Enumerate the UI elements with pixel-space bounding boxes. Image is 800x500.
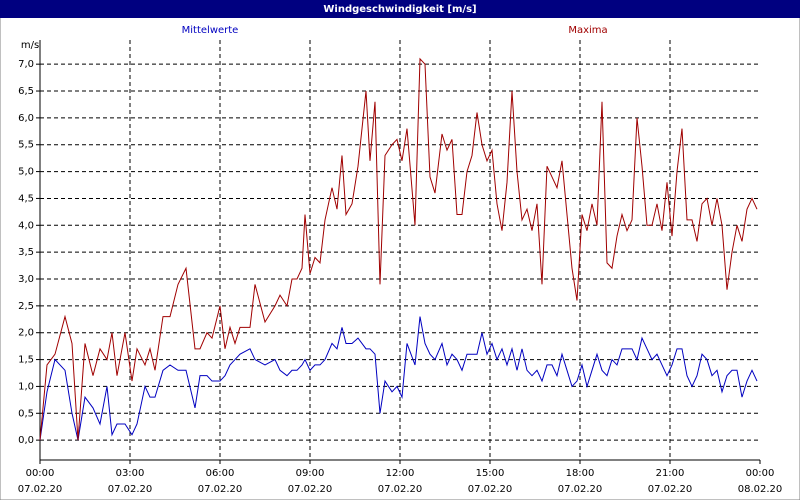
x-tick-date: 08.02.20: [738, 484, 783, 495]
x-tick-date: 07.02.20: [288, 484, 333, 495]
legend-entry: Mittelwerte: [182, 25, 239, 36]
y-tick-label: 1,0: [18, 381, 34, 392]
y-tick-label: 2,5: [18, 301, 34, 312]
x-tick-label: 12:00: [386, 468, 415, 479]
y-tick-label: 5,5: [18, 140, 34, 151]
y-tick-label: 7,0: [18, 59, 34, 70]
x-tick-label: 15:00: [476, 468, 505, 479]
x-tick-label: 00:00: [746, 468, 775, 479]
x-tick-date: 07.02.20: [468, 484, 513, 495]
x-tick-label: 03:00: [116, 468, 145, 479]
y-axis-label: m/s: [21, 40, 39, 51]
x-tick-label: 09:00: [296, 468, 325, 479]
x-tick-date: 07.02.20: [558, 484, 603, 495]
y-tick-label: 3,5: [18, 247, 34, 258]
x-tick-date: 07.02.20: [378, 484, 423, 495]
y-tick-label: 3,0: [18, 274, 34, 285]
y-tick-label: 6,5: [18, 86, 34, 97]
x-tick-label: 00:00: [26, 468, 55, 479]
chart-title: Windgeschwindigkeit [m/s]: [323, 4, 476, 15]
y-tick-label: 4,5: [18, 193, 34, 204]
x-tick-date: 07.02.20: [18, 484, 63, 495]
title-bar: [0, 0, 800, 18]
y-tick-label: 1,5: [18, 355, 34, 366]
x-tick-label: 21:00: [656, 468, 685, 479]
y-tick-label: 0,0: [18, 435, 34, 446]
y-tick-label: 4,0: [18, 220, 34, 231]
y-tick-label: 2,0: [18, 328, 34, 339]
y-tick-label: 6,0: [18, 113, 34, 124]
x-tick-date: 07.02.20: [108, 484, 153, 495]
x-tick-date: 07.02.20: [198, 484, 243, 495]
data-line: [39, 316, 758, 441]
x-tick-label: 18:00: [566, 468, 595, 479]
y-tick-label: 5,0: [18, 167, 34, 178]
x-tick-date: 07.02.20: [648, 484, 693, 495]
data-line: [39, 57, 758, 441]
legend-entry: Maxima: [568, 25, 607, 36]
x-tick-label: 06:00: [206, 468, 235, 479]
y-tick-label: 0,5: [18, 408, 34, 419]
